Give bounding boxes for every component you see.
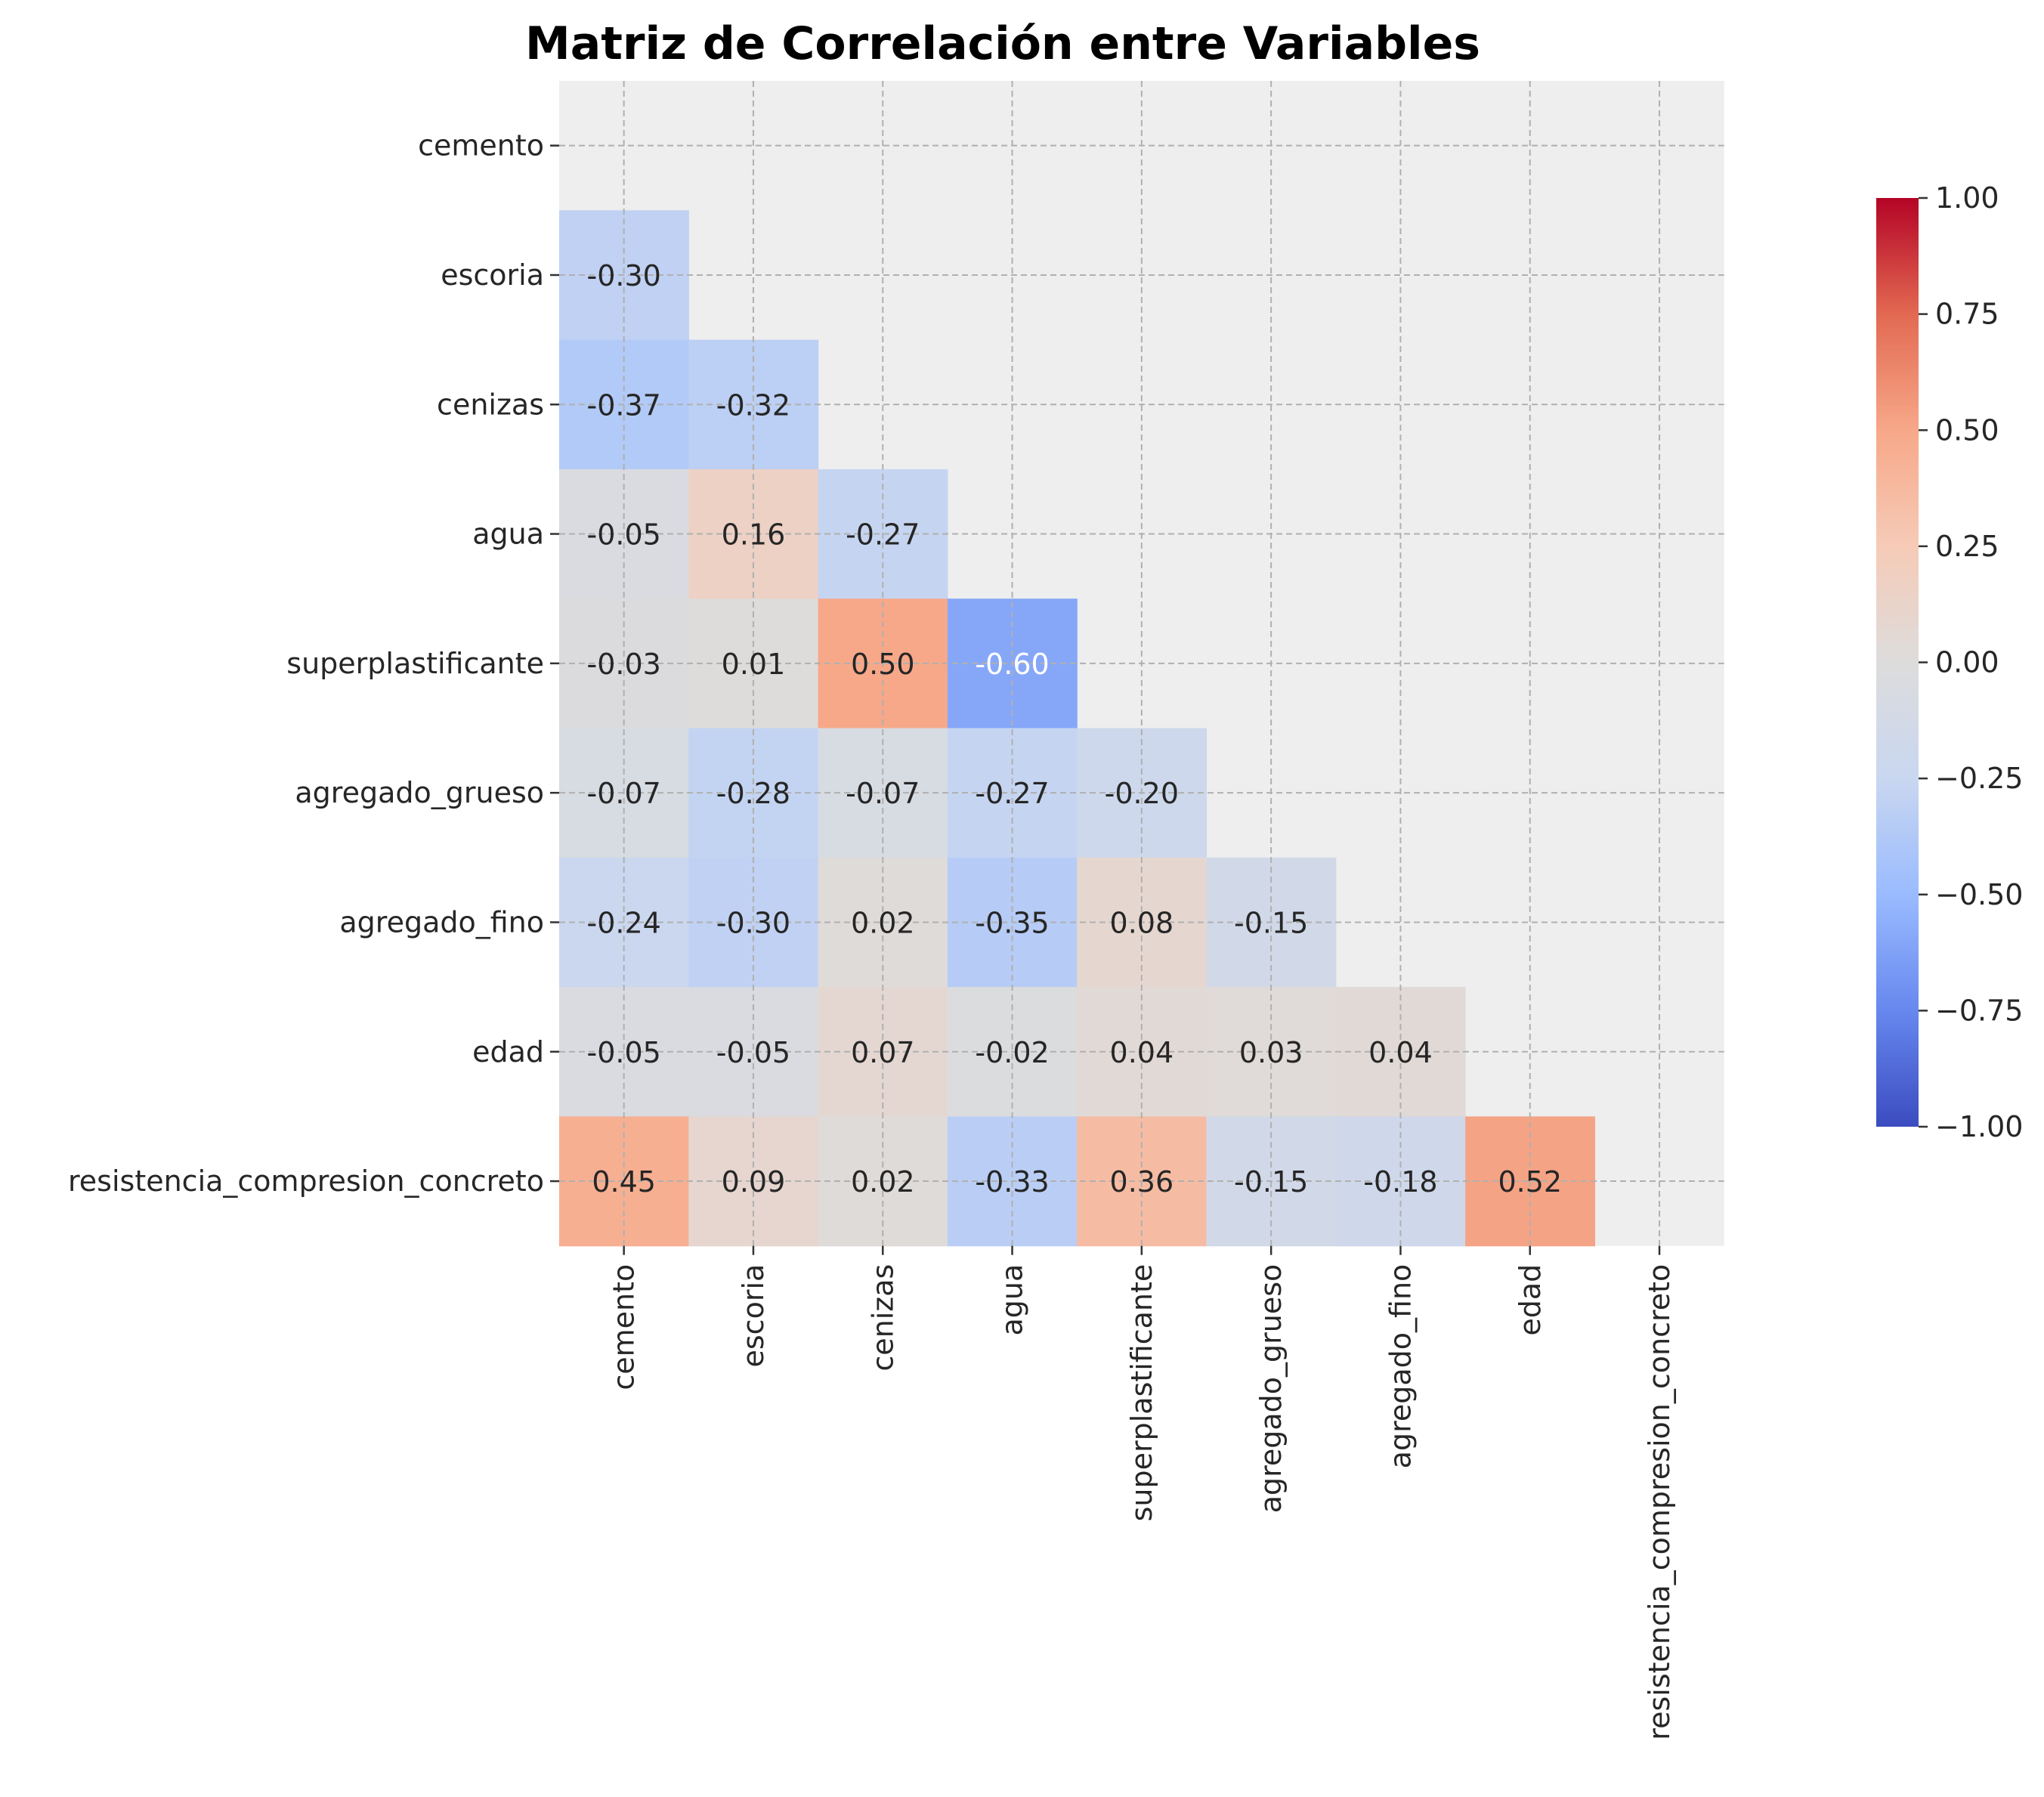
x-tick-label: cenizas xyxy=(866,1264,899,1372)
cell-value-label: 0.01 xyxy=(722,648,786,681)
cell-value-label: 0.07 xyxy=(851,1036,915,1069)
cell-value-label: -0.27 xyxy=(975,777,1049,810)
cell-value-label: -0.33 xyxy=(975,1165,1049,1199)
cell-value-label: 0.16 xyxy=(722,518,786,552)
colorbar-tick-label: 1.00 xyxy=(1935,181,1999,215)
cell-value-label: -0.37 xyxy=(586,388,660,422)
x-tick-label: resistencia_compresion_concreto xyxy=(1643,1264,1676,1740)
cell-value-label: -0.27 xyxy=(846,518,920,552)
x-tick-label: agregado_fino xyxy=(1384,1264,1417,1469)
y-tick-label: edad xyxy=(472,1035,544,1069)
y-tick-label: agua xyxy=(472,518,544,551)
cell-value-label: -0.20 xyxy=(1105,777,1179,810)
cell-value-label: -0.02 xyxy=(975,1036,1049,1069)
cell-value-label: -0.15 xyxy=(1234,1165,1308,1199)
y-tick-label: cemento xyxy=(418,129,544,162)
cell-value-label: 0.02 xyxy=(851,906,915,939)
cell-value-label: -0.60 xyxy=(975,648,1049,681)
x-tick-label: superplastificante xyxy=(1125,1264,1158,1522)
x-tick-label: agregado_grueso xyxy=(1254,1264,1288,1514)
cell-value-label: 0.50 xyxy=(851,648,915,681)
cell-value-label: -0.15 xyxy=(1234,906,1308,939)
cell-value-label: 0.52 xyxy=(1498,1165,1562,1199)
cell-value-label: 0.36 xyxy=(1110,1165,1174,1199)
y-tick-label: superplastificante xyxy=(286,647,544,680)
cell-value-label: -0.30 xyxy=(716,906,790,939)
x-tick-label: edad xyxy=(1514,1264,1547,1336)
colorbar-tick-label: −1.00 xyxy=(1935,1110,2023,1143)
cell-value-label: -0.07 xyxy=(846,777,920,810)
y-tick-label: resistencia_compresion_concreto xyxy=(68,1164,544,1198)
cell-value-label: -0.32 xyxy=(716,388,790,422)
cell-value-label: -0.05 xyxy=(716,1036,790,1069)
cell-value-label: -0.24 xyxy=(586,906,660,939)
cell-value-label: 0.08 xyxy=(1110,906,1174,939)
cell-value-label: -0.30 xyxy=(586,259,660,292)
colorbar-tick-label: 0.25 xyxy=(1935,530,1999,563)
y-tick-label: cenizas xyxy=(437,388,544,421)
cell-value-label: -0.18 xyxy=(1363,1165,1437,1199)
cell-value-label: -0.35 xyxy=(975,906,1049,939)
cell-value-label: 0.45 xyxy=(592,1165,656,1199)
y-tick-label: escoria xyxy=(441,258,544,292)
y-tick-label: agregado_grueso xyxy=(295,776,544,809)
colorbar-tick-label: −0.50 xyxy=(1935,878,2023,911)
cell-value-label: 0.04 xyxy=(1110,1036,1174,1069)
x-tick-label: cemento xyxy=(608,1264,641,1390)
cell-value-label: -0.07 xyxy=(586,777,660,810)
cell-value-label: 0.03 xyxy=(1239,1036,1303,1069)
colorbar-tick-label: 0.00 xyxy=(1935,646,1999,679)
cell-value-label: -0.05 xyxy=(586,518,660,552)
colorbar-tick-label: −0.75 xyxy=(1935,994,2023,1027)
colorbar-tick-label: 0.50 xyxy=(1935,413,1999,447)
colorbar-tick-label: 0.75 xyxy=(1935,298,1999,331)
cell-value-label: 0.09 xyxy=(722,1165,786,1199)
cell-value-label: 0.04 xyxy=(1368,1036,1433,1069)
x-tick-label: agua xyxy=(996,1264,1029,1336)
cell-value-label: -0.03 xyxy=(586,648,660,681)
y-tick-label: agregado_fino xyxy=(339,905,544,939)
cell-value-label: -0.28 xyxy=(716,777,790,810)
chart-title: Matriz de Correlación entre Variables xyxy=(525,17,1480,70)
cell-value-label: -0.05 xyxy=(586,1036,660,1069)
colorbar xyxy=(1876,198,1919,1127)
colorbar-tick-label: −0.25 xyxy=(1935,762,2023,795)
x-tick-label: escoria xyxy=(737,1264,770,1368)
cell-value-label: 0.02 xyxy=(851,1165,915,1199)
